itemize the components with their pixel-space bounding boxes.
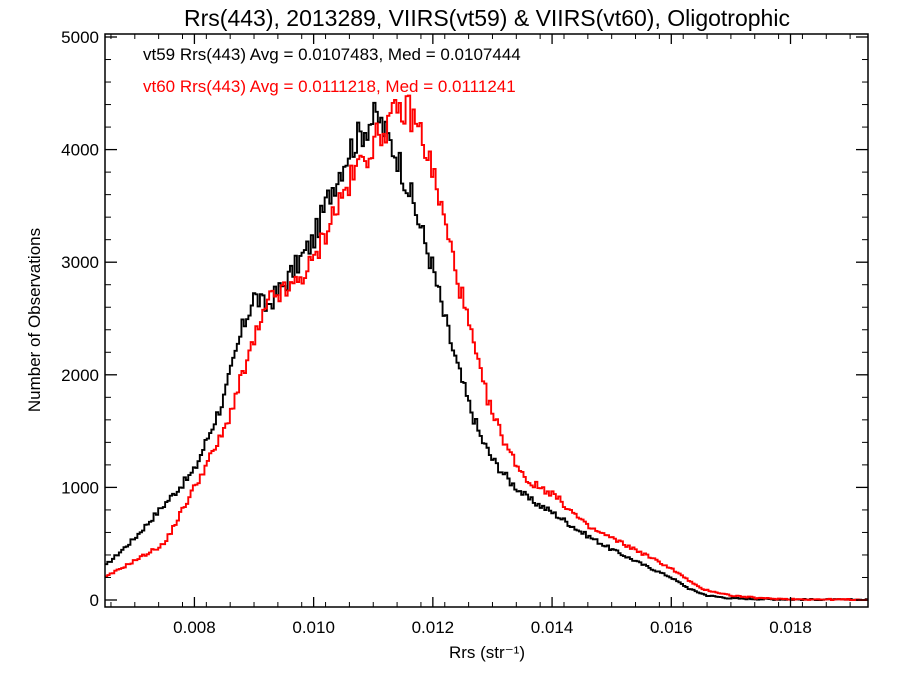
x-tick-label: 0.016 (650, 618, 693, 637)
x-tick-label: 0.008 (173, 618, 216, 637)
x-axis-label: Rrs (str⁻¹) (449, 643, 525, 662)
chart-title: Rrs(443), 2013289, VIIRS(vt59) & VIIRS(v… (184, 5, 790, 31)
y-tick-label: 0 (90, 591, 99, 610)
annotation-vt59: vt59 Rrs(443) Avg = 0.0107483, Med = 0.0… (143, 45, 521, 64)
series-line-0 (105, 101, 868, 601)
y-axis: 0 1000 2000 3000 4000 5000 (61, 28, 868, 610)
x-axis: 0.008 0.010 0.012 0.014 0.016 0.018 (110, 34, 851, 637)
x-tick-label: 0.014 (531, 618, 574, 637)
y-tick-label: 3000 (61, 253, 99, 272)
y-tick-label: 5000 (61, 28, 99, 47)
x-tick-label: 0.018 (769, 618, 812, 637)
y-tick-label: 4000 (61, 141, 99, 160)
annotation-vt60: vt60 Rrs(443) Avg = 0.0111218, Med = 0.0… (143, 77, 516, 96)
y-tick-label: 2000 (61, 366, 99, 385)
y-axis-label: Number of Observations (25, 228, 44, 412)
plot-frame (104, 33, 869, 608)
series-line-1 (105, 94, 868, 601)
y-tick-label: 1000 (61, 478, 99, 497)
x-tick-label: 0.012 (412, 618, 455, 637)
x-tick-label: 0.010 (292, 618, 335, 637)
